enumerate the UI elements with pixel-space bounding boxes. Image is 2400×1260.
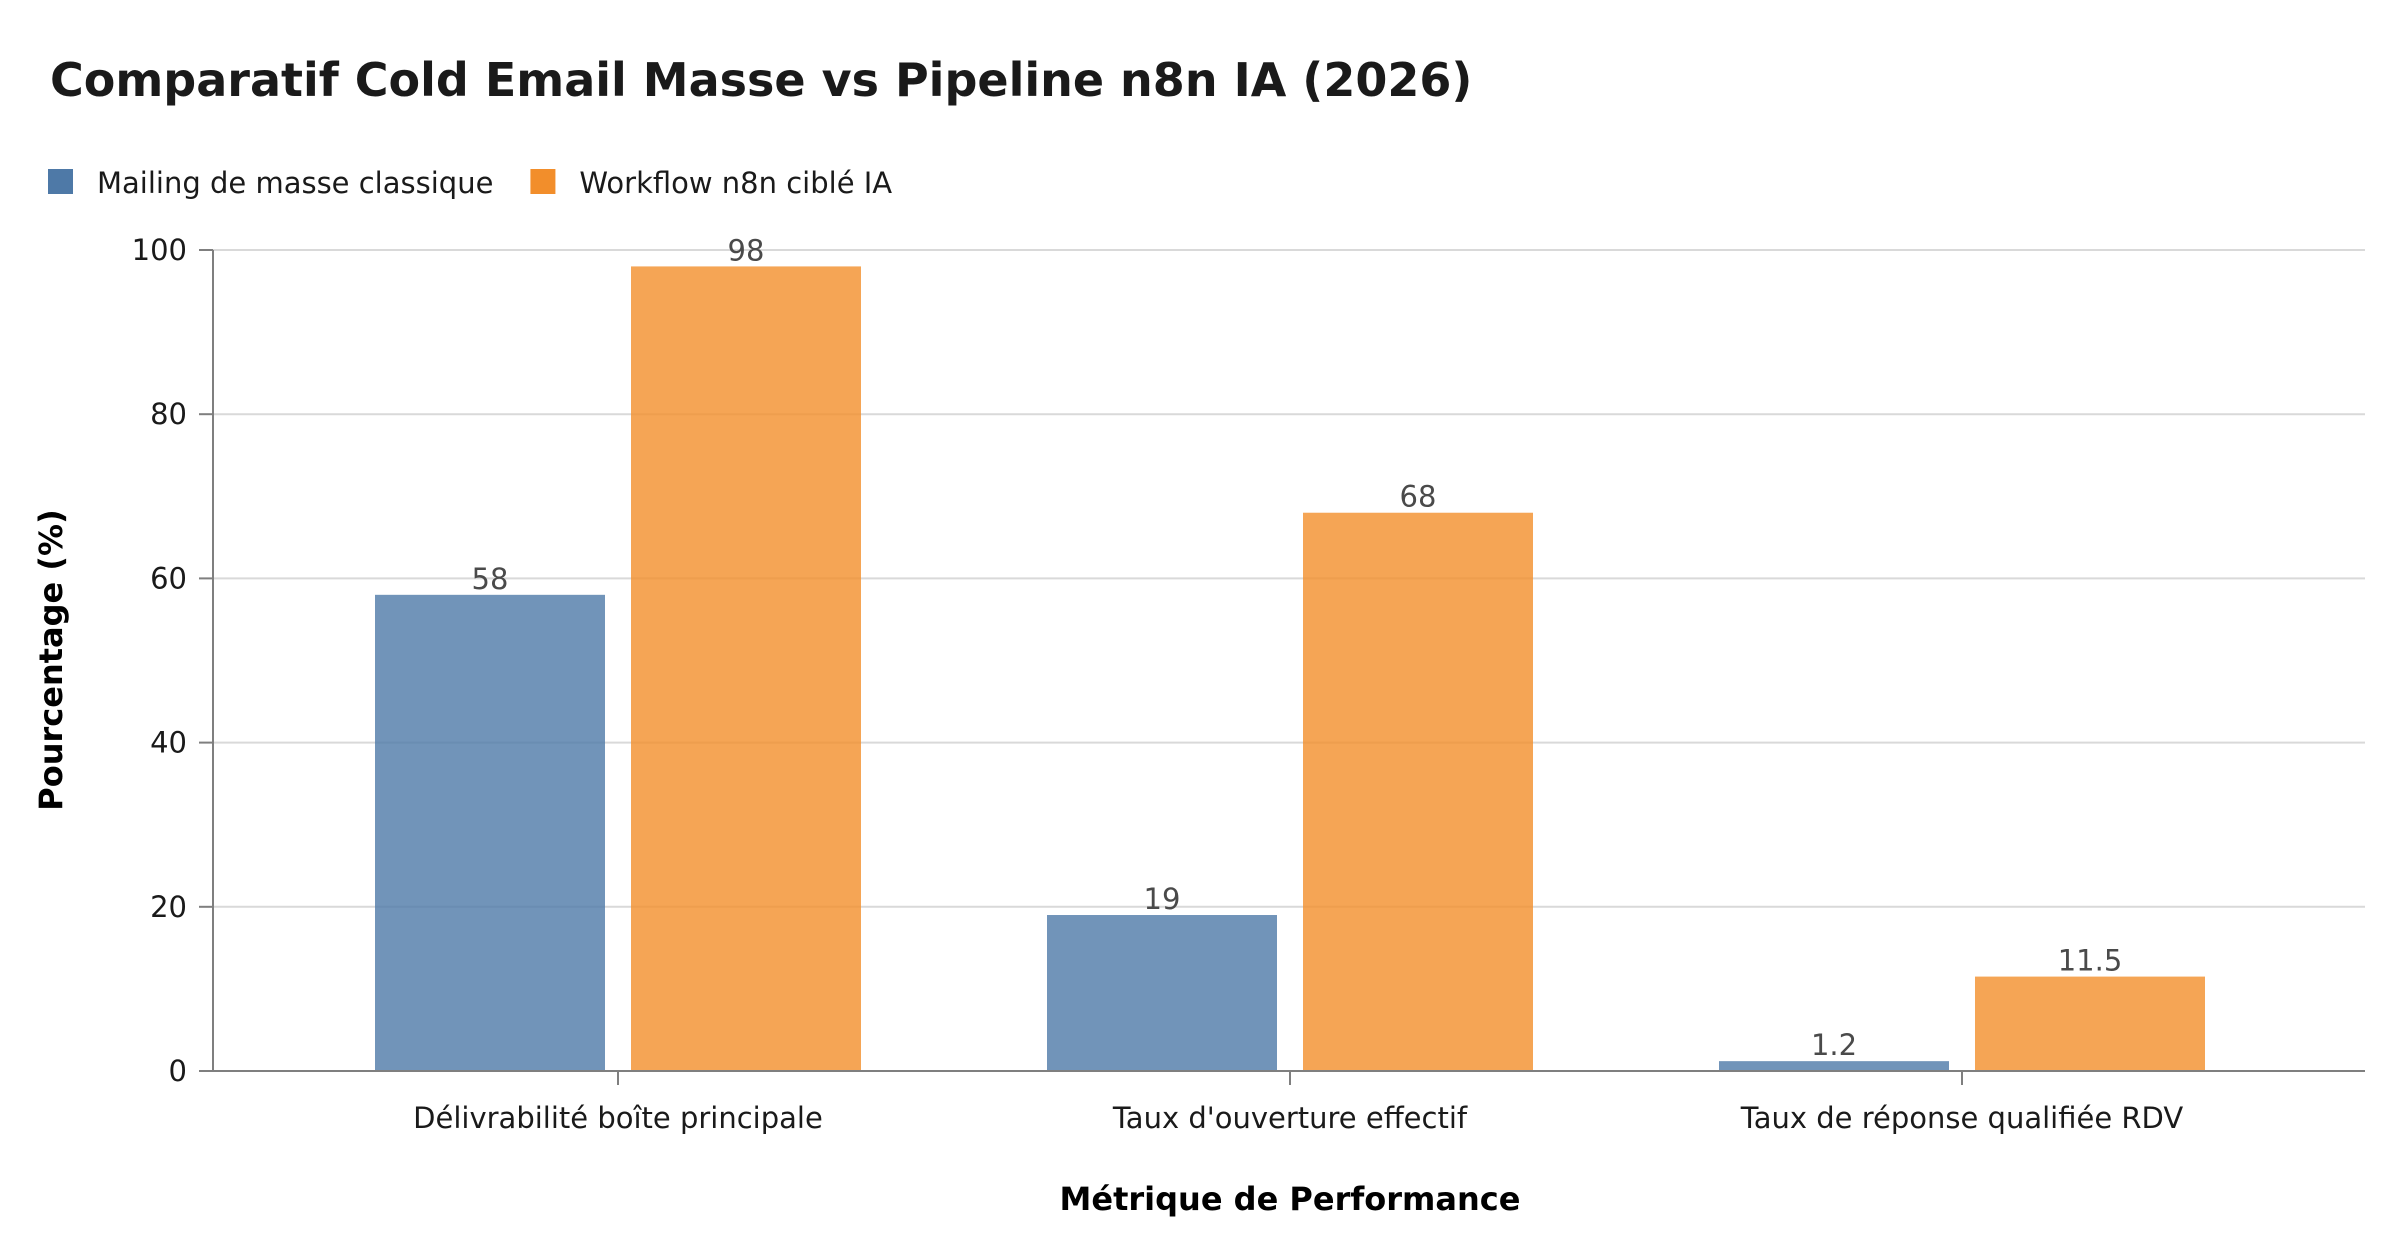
- bar-mailing-masse-0: [375, 594, 605, 1071]
- y-tick-label: 20: [150, 890, 187, 924]
- y-tick-label: 80: [150, 397, 187, 431]
- y-tick-label: 60: [150, 561, 187, 595]
- x-axis-ticks: Délivrabilité boîte principale Taux d'ouv…: [413, 1071, 2183, 1135]
- data-label: 98: [728, 233, 765, 267]
- legend-entry: Mailing de masse classique: [97, 166, 493, 200]
- chart-title: Comparatif Cold Email Masse vs Pipeline …: [50, 53, 1472, 107]
- x-tick-label: Délivrabilité boîte principale: [413, 1101, 823, 1135]
- data-label: 68: [1400, 480, 1437, 514]
- legend-swatch: [530, 169, 556, 194]
- bar-workflow-n8n-2: [1975, 976, 2205, 1071]
- y-tick-label: 0: [169, 1054, 187, 1088]
- data-label: 11.5: [2058, 944, 2123, 978]
- legend-swatch: [48, 169, 73, 194]
- data-labels: 58 98 19 68 1.2 11.5: [472, 233, 2123, 1062]
- bars: [375, 266, 2205, 1071]
- y-axis-ticks: 0 20 40 60 80 100: [132, 233, 213, 1088]
- bar-mailing-masse-1: [1047, 915, 1277, 1071]
- y-tick-label: 100: [132, 233, 187, 267]
- legend: Mailing de masse classique Workflow n8n c…: [48, 166, 892, 200]
- legend-entry: Workflow n8n ciblé IA: [579, 166, 892, 200]
- y-axis-label: Pourcentage (%): [32, 509, 70, 810]
- bar-mailing-masse-2: [1719, 1061, 1949, 1071]
- x-tick-label: Taux d'ouverture effectif: [1112, 1101, 1468, 1135]
- bar-workflow-n8n-1: [1303, 512, 1533, 1071]
- data-label: 58: [472, 562, 509, 596]
- data-label: 19: [1144, 882, 1181, 916]
- y-tick-label: 40: [150, 726, 187, 760]
- x-axis-label: Métrique de Performance: [1060, 1180, 1521, 1218]
- x-tick-label: Taux de réponse qualifiée RDV: [1740, 1101, 2184, 1135]
- bar-workflow-n8n-0: [631, 266, 861, 1071]
- data-label: 1.2: [1811, 1028, 1857, 1062]
